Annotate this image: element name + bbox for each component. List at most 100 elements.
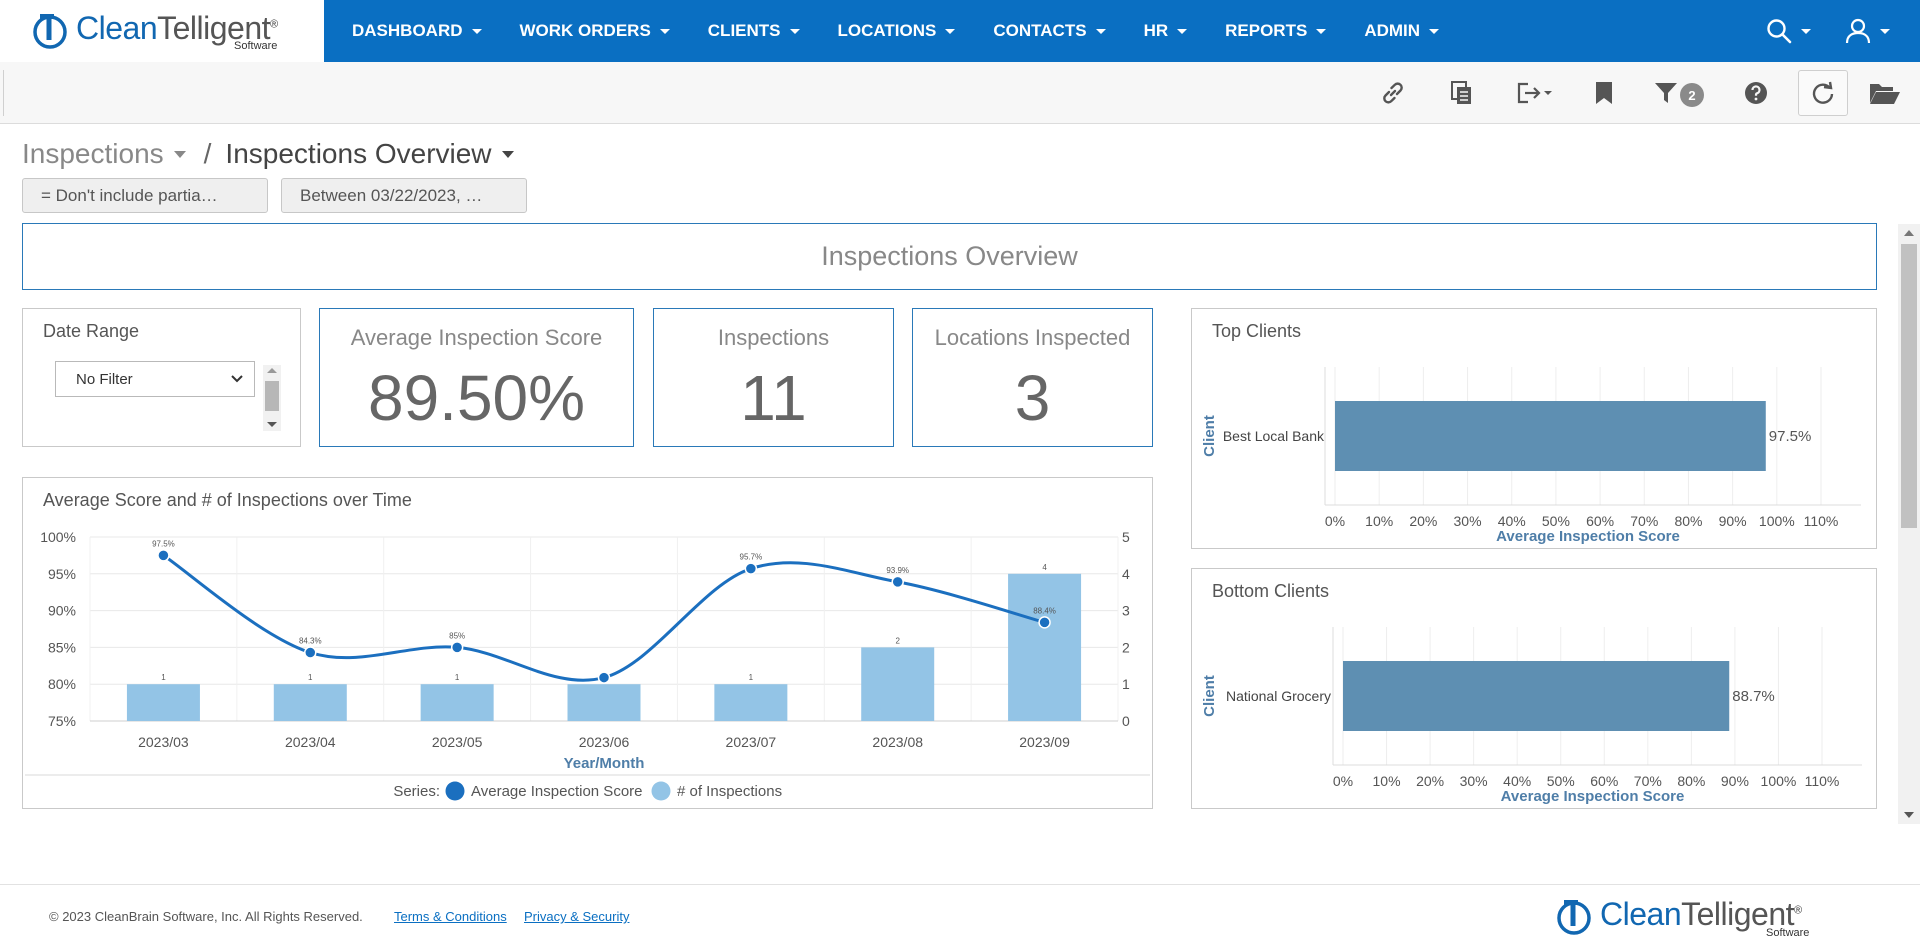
x-tick-label: 70% bbox=[1634, 773, 1662, 789]
caret-down-icon bbox=[1095, 28, 1106, 34]
date-range-selected-value: No Filter bbox=[76, 370, 133, 388]
link-button[interactable] bbox=[1376, 70, 1410, 116]
x-tick-label: 0% bbox=[1325, 513, 1345, 529]
nav-contacts[interactable]: CONTACTS bbox=[993, 21, 1106, 41]
x-tick-label: 2023/06 bbox=[579, 734, 630, 750]
caret-down-icon bbox=[1177, 28, 1188, 34]
date-range-scrollbar[interactable] bbox=[263, 365, 281, 431]
x-tick-label: 2023/05 bbox=[432, 734, 483, 750]
caret-down-icon bbox=[471, 28, 482, 34]
page-scroll-thumb[interactable] bbox=[1901, 244, 1917, 528]
time-chart-title: Average Score and # of Inspections over … bbox=[43, 490, 412, 510]
filter-chip-date-label: Between 03/22/2023, … bbox=[300, 185, 483, 205]
folder-open-icon bbox=[1870, 84, 1900, 104]
x-axis-title: Average Inspection Score bbox=[1501, 788, 1685, 805]
date-range-title: Date Range bbox=[43, 321, 140, 341]
link-icon bbox=[1383, 82, 1403, 104]
y-right-tick-label: 4 bbox=[1122, 566, 1130, 582]
nav-locations[interactable]: LOCATIONS bbox=[838, 21, 956, 41]
nav-reports[interactable]: REPORTS bbox=[1225, 21, 1327, 41]
caret-down-icon bbox=[659, 28, 670, 34]
filter-chip-partial[interactable]: = Don't include partia… bbox=[22, 178, 268, 213]
inspections-bar bbox=[1008, 573, 1082, 721]
client-name-label: Best Local Bank bbox=[1223, 428, 1325, 444]
legend-avg-score-swatch bbox=[445, 781, 465, 801]
bar-data-label: 2 bbox=[895, 636, 900, 645]
kpi-locations-inspected: Locations Inspected 3 bbox=[912, 308, 1153, 447]
time-chart: 75% 80% 85% 90% 95% 100% 0 1 2 3 4 5 1 1 1 1 2 4 97.5% 84.3… bbox=[25, 529, 1150, 801]
line-data-label: 97.5% bbox=[152, 539, 175, 548]
terms-link[interactable]: Terms & Conditions bbox=[394, 909, 507, 924]
footer-logo-text: CleanTelligent® bbox=[1600, 896, 1802, 933]
x-tick-label: 60% bbox=[1590, 773, 1618, 789]
x-tick-label: 40% bbox=[1503, 773, 1531, 789]
dashboard-title-text: Inspections Overview bbox=[821, 241, 1078, 271]
nav-work-orders[interactable]: WORK ORDERS bbox=[520, 21, 670, 41]
x-tick-label: 0% bbox=[1333, 773, 1353, 789]
x-tick-label: 100% bbox=[1761, 773, 1797, 789]
breadcrumb-parent[interactable]: Inspections bbox=[22, 138, 186, 170]
nav-hr[interactable]: HR bbox=[1144, 21, 1188, 41]
breadcrumb-separator: / bbox=[203, 138, 212, 169]
inspections-bar bbox=[126, 684, 200, 721]
chevron-down-icon bbox=[231, 375, 243, 383]
date-range-select[interactable]: No Filter bbox=[55, 361, 255, 397]
nav-admin[interactable]: ADMIN bbox=[1364, 21, 1440, 41]
x-tick-label: 40% bbox=[1498, 513, 1526, 529]
nav-dashboard[interactable]: DASHBOARD bbox=[352, 21, 482, 41]
line-data-label: 95.7% bbox=[740, 553, 763, 562]
nav-clients[interactable]: CLIENTS bbox=[708, 21, 800, 41]
x-tick-label: 2023/09 bbox=[1019, 734, 1070, 750]
page-scrollbar[interactable] bbox=[1898, 224, 1920, 824]
footer-logo: CleanTelligent® Software bbox=[1556, 896, 1856, 942]
breadcrumb-current[interactable]: Inspections Overview bbox=[225, 138, 514, 170]
x-tick-label: 90% bbox=[1719, 513, 1747, 529]
scroll-down-icon bbox=[267, 422, 277, 427]
nav-reports-label: REPORTS bbox=[1225, 21, 1308, 40]
bar-data-label: 1 bbox=[308, 673, 313, 682]
caret-down-icon bbox=[501, 150, 514, 158]
nav-locations-label: LOCATIONS bbox=[837, 21, 937, 40]
avg-score-point bbox=[744, 562, 758, 575]
scroll-down-icon bbox=[1904, 812, 1914, 818]
x-tick-label: 110% bbox=[1804, 513, 1839, 529]
kpi-average-score: Average Inspection Score 89.50% bbox=[319, 308, 634, 447]
copy-icon bbox=[1451, 81, 1471, 104]
export-icon bbox=[1517, 82, 1541, 104]
kpi-average-score-label: Average Inspection Score bbox=[350, 325, 603, 350]
y-left-tick-label: 100% bbox=[40, 529, 76, 545]
y-left-tick-label: 80% bbox=[48, 676, 76, 692]
avg-score-point bbox=[157, 549, 170, 562]
filter-button[interactable]: 2 bbox=[1652, 70, 1706, 116]
scroll-up-icon bbox=[1904, 230, 1914, 236]
copy-button[interactable] bbox=[1445, 70, 1479, 116]
app-logo[interactable]: CleanTelligent® Software bbox=[32, 10, 292, 54]
top-clients-panel: Top Clients 0% 10% 20% 30% 40% 50% 60% 70% 80% 90… bbox=[1191, 308, 1877, 549]
user-menu-button[interactable] bbox=[1845, 18, 1890, 44]
export-button[interactable] bbox=[1512, 70, 1556, 116]
kpi-inspections-label: Inspections bbox=[717, 325, 830, 350]
caret-down-icon bbox=[1880, 28, 1890, 34]
legend-inspections-swatch bbox=[651, 781, 671, 801]
y-left-tick-label: 95% bbox=[48, 566, 76, 582]
breadcrumb-parent-label: Inspections bbox=[22, 138, 164, 169]
bar-data-label: 97.5% bbox=[1769, 428, 1812, 445]
search-menu-button[interactable] bbox=[1766, 18, 1811, 44]
folder-button[interactable] bbox=[1868, 70, 1902, 116]
privacy-link[interactable]: Privacy & Security bbox=[524, 909, 630, 924]
help-button[interactable] bbox=[1742, 70, 1770, 116]
y-right-tick-label: 2 bbox=[1122, 639, 1130, 655]
bookmark-button[interactable] bbox=[1590, 70, 1618, 116]
filter-chip-date[interactable]: Between 03/22/2023, … bbox=[281, 178, 527, 213]
bottom-clients-chart: 0% 10% 20% 30% 40% 50% 60% 70% 80% 90% 100% 110% 88.… bbox=[1201, 627, 1862, 805]
filter-chip-partial-label: = Don't include partia… bbox=[41, 185, 218, 205]
x-tick-label: 20% bbox=[1416, 773, 1444, 789]
scroll-thumb[interactable] bbox=[265, 381, 279, 411]
search-icon bbox=[1767, 19, 1792, 44]
x-tick-label: 30% bbox=[1460, 773, 1488, 789]
client-score-bar bbox=[1343, 661, 1730, 731]
avg-score-point bbox=[1038, 616, 1051, 629]
x-tick-label: 10% bbox=[1373, 773, 1401, 789]
line-data-label: 88.4% bbox=[1033, 606, 1056, 615]
refresh-button[interactable] bbox=[1798, 70, 1848, 116]
